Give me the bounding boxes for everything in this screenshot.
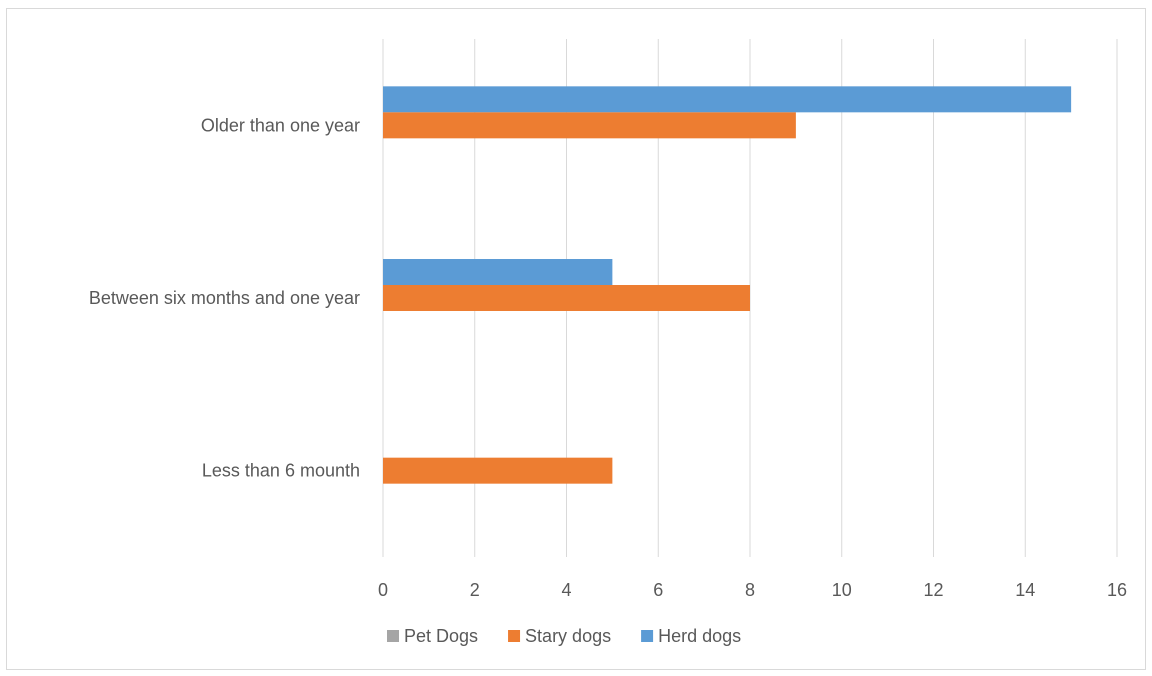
legend: Pet Dogs Stary dogs Herd dogs xyxy=(387,626,741,646)
tick-label-10: 10 xyxy=(832,580,852,600)
legend-swatch-pet-dogs xyxy=(387,630,399,642)
tick-label-14: 14 xyxy=(1015,580,1035,600)
bar-herd-dogs-between-six-months-and-one-year xyxy=(383,259,613,285)
tick-label-0: 0 xyxy=(378,580,388,600)
legend-item-herd-dogs: Herd dogs xyxy=(641,626,741,646)
bar-stary-dogs-between-six-months-and-one-year xyxy=(383,285,750,311)
legend-swatch-stary-dogs xyxy=(508,630,521,642)
bar-stary-dogs-less-than-6-mounth xyxy=(383,457,613,484)
tick-label-12: 12 xyxy=(923,580,943,600)
tick-label-8: 8 xyxy=(745,580,755,600)
legend-swatch-herd-dogs xyxy=(641,630,654,642)
bar-chart: Less than 6 mounth Between six months and… xyxy=(89,39,1127,646)
category-label-between-six-months-and-one-year: Between six months and one year xyxy=(89,288,360,308)
legend-label-herd-dogs: Herd dogs xyxy=(658,626,741,646)
tick-label-6: 6 xyxy=(653,580,663,600)
chart-area: Less than 6 mounth Between six months and… xyxy=(6,8,1146,670)
bar-stary-dogs-older-than-one-year xyxy=(383,112,796,139)
legend-item-pet-dogs: Pet Dogs xyxy=(387,626,478,646)
x-axis-tick-labels: 0 2 4 6 8 10 12 14 16 xyxy=(378,580,1127,600)
category-label-less-than-6-mounth: Less than 6 mounth xyxy=(202,461,360,481)
bar-herd-dogs-older-than-one-year xyxy=(383,86,1072,113)
tick-label-16: 16 xyxy=(1107,580,1127,600)
tick-label-2: 2 xyxy=(470,580,480,600)
category-labels: Less than 6 mounth Between six months and… xyxy=(89,115,360,480)
tick-label-4: 4 xyxy=(561,580,571,600)
legend-label-pet-dogs: Pet Dogs xyxy=(404,626,478,646)
legend-item-stary-dogs: Stary dogs xyxy=(508,626,611,646)
bars xyxy=(383,86,1072,484)
legend-label-stary-dogs: Stary dogs xyxy=(525,626,611,646)
category-label-older-than-one-year: Older than one year xyxy=(201,115,360,135)
